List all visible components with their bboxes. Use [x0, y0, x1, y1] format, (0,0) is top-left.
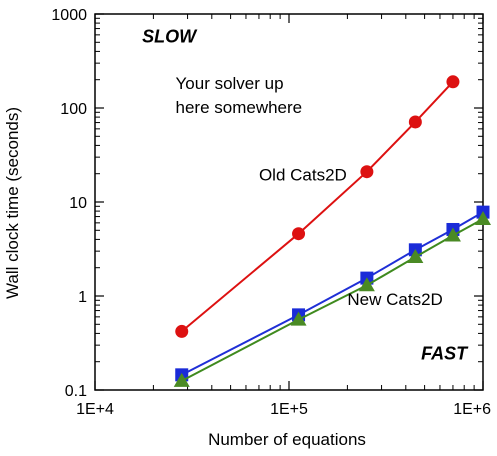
- data-point-triangle: [444, 227, 461, 242]
- annotation: FAST: [421, 344, 469, 364]
- x-axis-title: Number of equations: [208, 430, 366, 449]
- series-circle: [175, 75, 460, 338]
- y-tick-label: 0.1: [65, 383, 87, 400]
- y-tick-label: 100: [60, 101, 87, 118]
- annotation: New Cats2D: [347, 290, 442, 309]
- axes: 0.1 1 10 100 1000 1E+4 1E+5 1E+6: [51, 7, 491, 418]
- data-point-triangle: [290, 311, 307, 326]
- data-point-triangle: [173, 372, 190, 387]
- series-layer: [173, 75, 491, 387]
- data-point-circle: [408, 115, 422, 129]
- data-point-triangle: [407, 248, 424, 263]
- annotations: SLOW Your solver up here somewhere Old Cats…: [142, 26, 469, 363]
- series-triangle: [173, 210, 491, 387]
- data-point-triangle: [358, 277, 375, 292]
- series-line: [181, 218, 484, 382]
- data-point-circle: [175, 324, 189, 338]
- y-tick-label: 1: [78, 289, 87, 306]
- annotation: Your solver up: [176, 74, 284, 93]
- data-point-triangle: [475, 210, 491, 225]
- x-tick-label: 1E+4: [76, 401, 114, 418]
- annotation: Old Cats2D: [259, 165, 347, 184]
- y-tick-label: 10: [69, 195, 87, 212]
- x-tick-label: 1E+5: [270, 401, 308, 418]
- x-tick-label: 1E+6: [453, 401, 491, 418]
- data-point-circle: [360, 165, 374, 179]
- annotation: SLOW: [142, 26, 198, 46]
- plot-frame: [94, 13, 484, 391]
- data-point-circle: [446, 75, 460, 89]
- y-axis-title: Wall clock time (seconds): [3, 107, 22, 299]
- annotation: here somewhere: [176, 98, 303, 117]
- y-tick-label: 1000: [51, 7, 87, 24]
- data-point-circle: [292, 227, 306, 241]
